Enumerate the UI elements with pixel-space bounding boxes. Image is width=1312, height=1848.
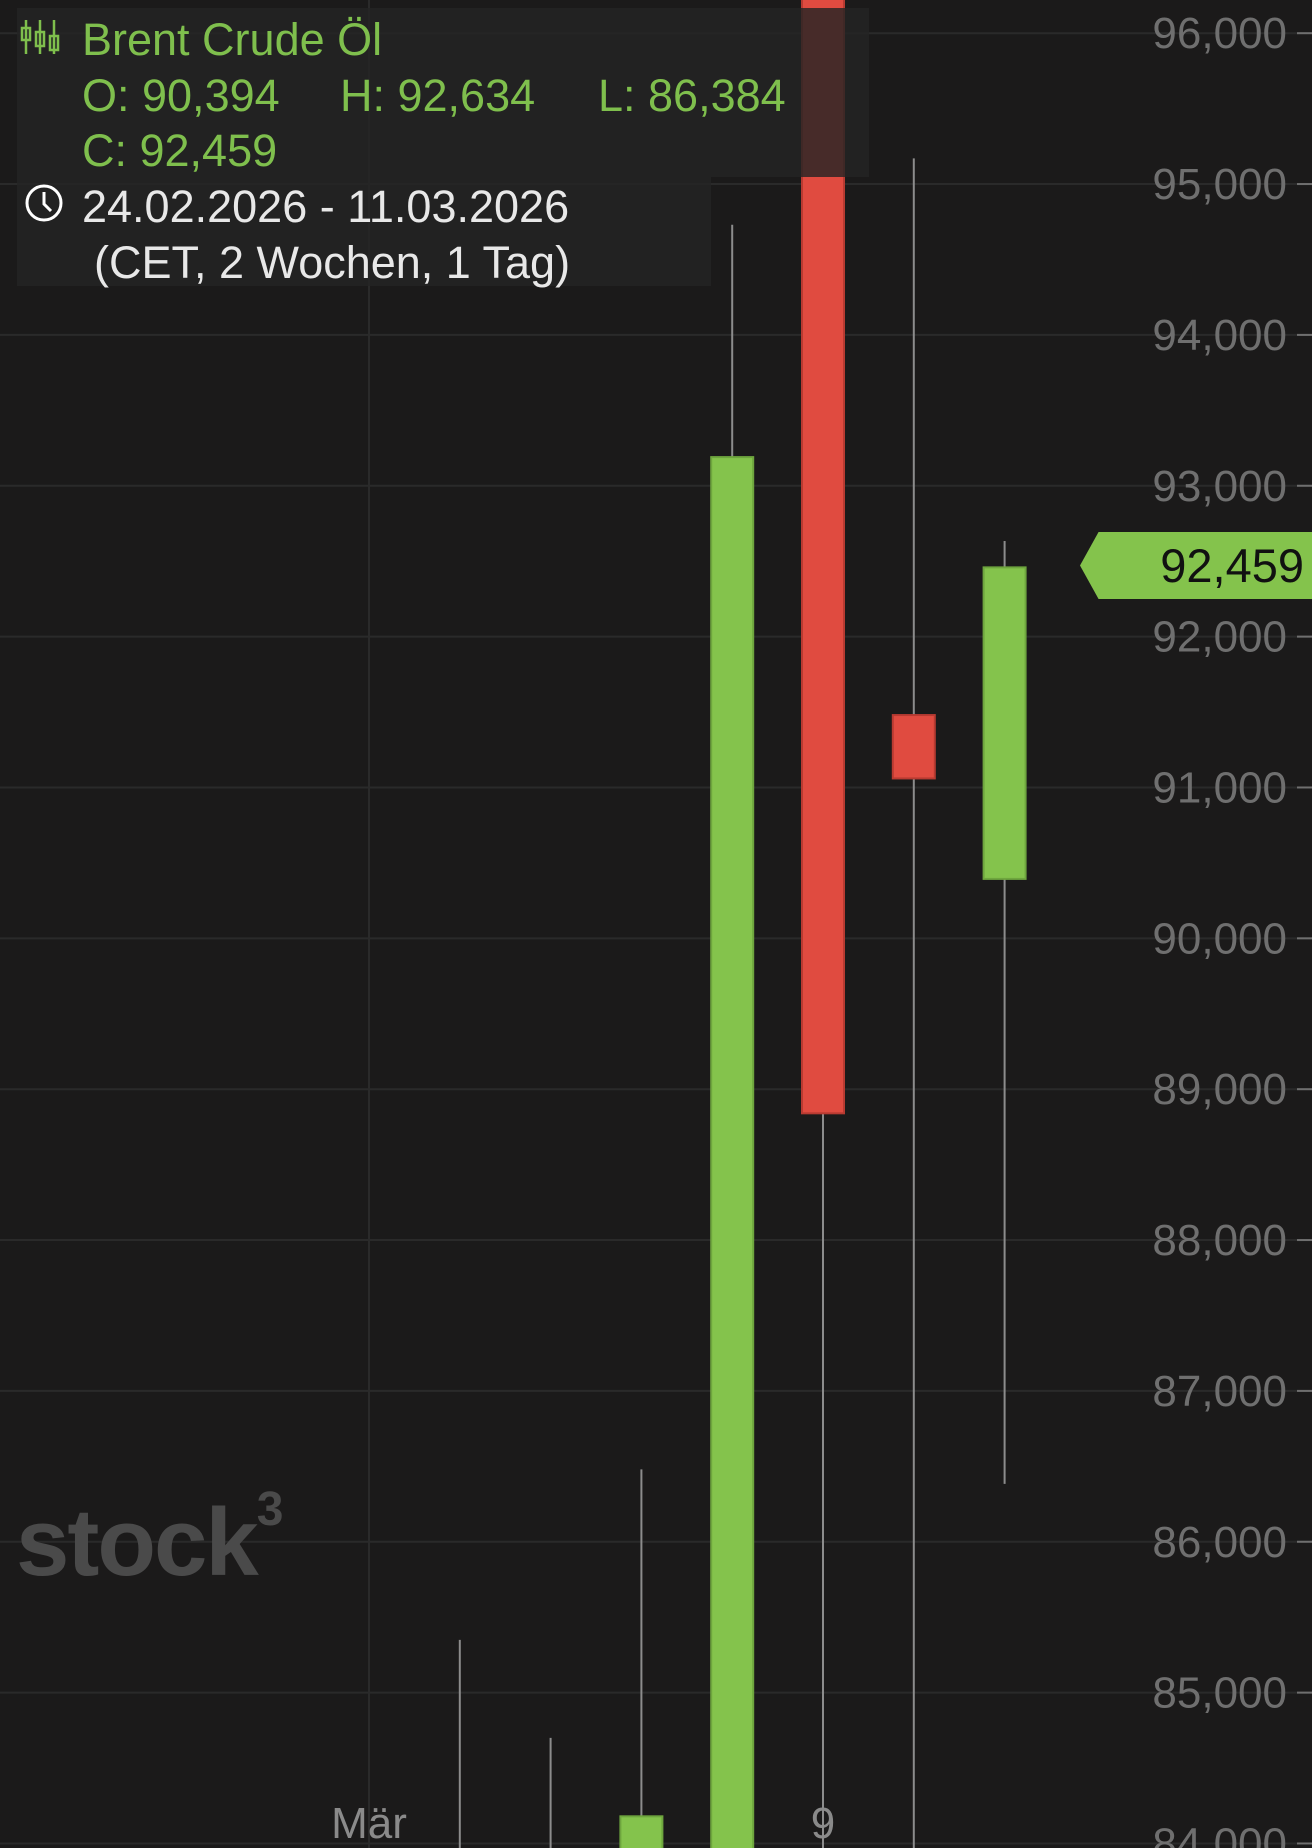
instrument-name: Brent Crude Öl — [82, 14, 383, 65]
clock-icon — [25, 184, 63, 222]
candle-body-up — [619, 1815, 664, 1848]
y-tick-label: 87,000 — [1152, 1367, 1287, 1416]
candle-body-up — [982, 566, 1027, 880]
ohlc-info-panel — [17, 8, 869, 177]
y-tick-label: 85,000 — [1152, 1669, 1287, 1718]
y-tick-label: 86,000 — [1152, 1518, 1287, 1567]
y-tick-label: 95,000 — [1152, 160, 1287, 209]
candlestick-icon — [20, 20, 60, 54]
y-tick-label: 94,000 — [1152, 311, 1287, 360]
y-tick-label: 96,000 — [1152, 9, 1287, 58]
y-tick-label: 91,000 — [1152, 763, 1287, 812]
candle-body-down — [891, 714, 936, 780]
y-tick-label: 88,000 — [1152, 1216, 1287, 1265]
y-tick-label: 92,000 — [1152, 613, 1287, 662]
x-tick-label: Mär — [331, 1799, 407, 1848]
stock3-watermark-logo: stock3 — [16, 1483, 283, 1596]
candle-body-down — [801, 0, 845, 1115]
y-tick-label: 84,000 — [1152, 1819, 1287, 1848]
range-detail: (CET, 2 Wochen, 1 Tag) — [94, 237, 571, 288]
y-tick-label: 93,000 — [1152, 462, 1287, 511]
y-tick-label: 90,000 — [1152, 914, 1287, 963]
ohlc-open: O: 90,394 — [82, 70, 280, 121]
ohlc-low: L: 86,384 — [598, 70, 786, 121]
last-price-tag: 92,459 — [1080, 532, 1312, 599]
y-tick-label: 89,000 — [1152, 1065, 1287, 1114]
range-info-panel — [17, 177, 711, 286]
candle-body-up — [710, 456, 755, 1848]
ohlc-close: C: 92,459 — [82, 125, 278, 176]
date-range: 24.02.2026 - 11.03.2026 — [82, 181, 570, 232]
ohlc-high: H: 92,634 — [340, 70, 536, 121]
